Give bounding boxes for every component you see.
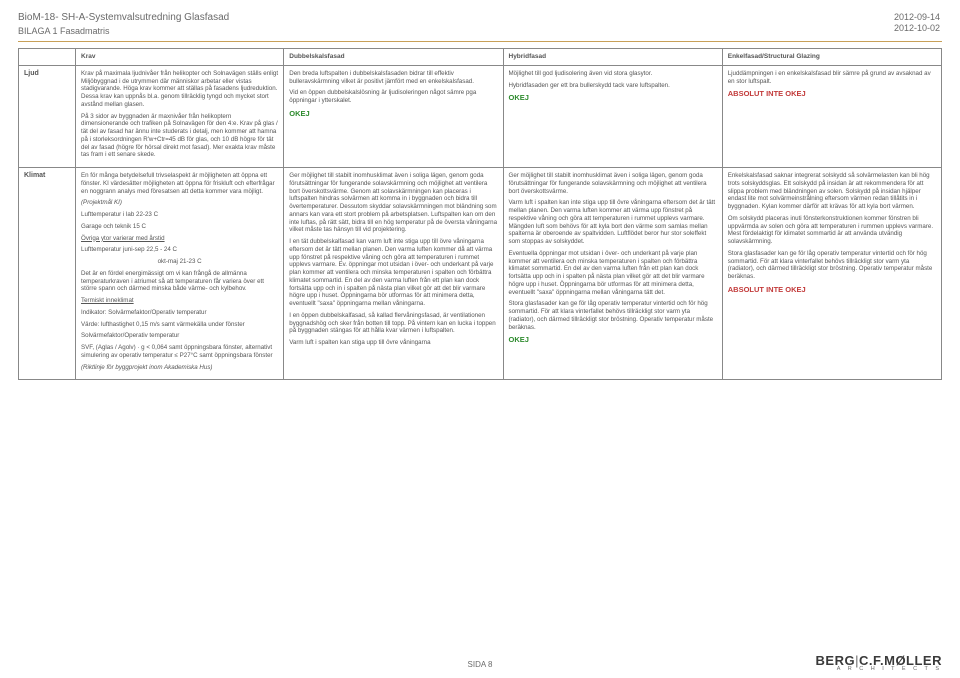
architect-logo: BERG|C.F.MØLLER A R C H I T E C T S [816, 654, 942, 673]
row-klimat-enk: Enkelskalsfasad saknar integrerat solsky… [722, 168, 941, 380]
klimat-enk-p2: Om solskydd placeras inuti fönsterkonstr… [728, 215, 936, 246]
klimat-enk-p3: Stora glasfasader kan ge för låg operati… [728, 250, 936, 281]
klimat-hyb-p2: Varm luft i spalten kan inte stiga upp t… [509, 199, 717, 246]
klimat-krav-p5a: Indikator: Solvärmefaktor/Operativ tempe… [81, 309, 278, 317]
ljud-krav-p2: På 3 sidor av byggnaden är maxnivåer frå… [81, 113, 278, 160]
ljud-krav-p1: Krav på maximala ljudnivåer från helikop… [81, 70, 278, 109]
klimat-krav-p5b: Värde: lufthastighet 0,15 m/s samt värme… [81, 321, 278, 329]
header-rule [18, 41, 942, 42]
klimat-dub-p2: I en tät dubbelskalfasad kan varm luft i… [289, 238, 497, 308]
row-ljud-hyb: Möjlighet till god ljudisolering även vi… [503, 65, 722, 167]
klimat-hyb-p1: Ger möjlighet till stabilt inomhusklimat… [509, 172, 717, 195]
col-dub-header: Dubbelskalsfasad [284, 48, 503, 65]
klimat-krav-p5c: Solvärmefaktor/Operativ temperatur [81, 332, 278, 340]
row-klimat-krav: En för många betydelsefull trivselaspekt… [76, 168, 284, 380]
klimat-krav-p5-label: Termiskt inneklimat [81, 297, 278, 305]
klimat-krav-p3b: okt-maj 21-23 C [81, 258, 278, 266]
col-enk-header: Enkelfasad/Structural Glazing [722, 48, 941, 65]
doc-title: BioM-18- SH-A-Systemvalsutredning Glasfa… [18, 12, 942, 25]
col-hyb-header: Hybridfasad [503, 48, 722, 65]
ljud-dub-p1: Den breda luftspalten i dubbelskalsfasad… [289, 70, 497, 86]
date-1: 2012-09-14 [894, 12, 940, 23]
page: BioM-18- SH-A-Systemvalsutredning Glasfa… [0, 0, 960, 678]
row-ljud-label: Ljud [19, 65, 76, 167]
klimat-hyb-p4: Stora glasfasader kan ge för låg operati… [509, 300, 717, 331]
klimat-hyb-status: OKEJ [509, 335, 717, 344]
ljud-dub-p2: Vid en öppen dubbelskalslösning är ljudi… [289, 89, 497, 105]
table-header-row: Krav Dubbelskalsfasad Hybridfasad Enkelf… [19, 48, 942, 65]
klimat-enk-status: ABSOLUT INTE OKEJ [728, 285, 936, 294]
row-ljud-krav: Krav på maximala ljudnivåer från helikop… [76, 65, 284, 167]
ljud-hyb-p1: Möjlighet till god ljudisolering även vi… [509, 70, 717, 78]
row-ljud-dub: Den breda luftspalten i dubbelskalsfasad… [284, 65, 503, 167]
col-label-header [19, 48, 76, 65]
klimat-krav-p4: Det är en fördel energimässigt om vi kan… [81, 270, 278, 293]
doc-subtitle: BILAGA 1 Fasadmatris [18, 26, 942, 37]
row-klimat-label: Klimat [19, 168, 76, 380]
ljud-hyb-p2: Hybridfasaden ger ett bra bullerskydd ta… [509, 82, 717, 90]
row-klimat-dub: Ger möjlighet till stabilt inomhusklimat… [284, 168, 503, 380]
klimat-krav-p2b: Garage och teknik 15 C [81, 223, 278, 231]
row-ljud-enk: Ljuddämpningen i en enkelskalsfasad blir… [722, 65, 941, 167]
klimat-dub-p3: I en öppen dubbelskalfasad, så kallad fl… [289, 312, 497, 335]
ljud-hyb-status: OKEJ [509, 93, 717, 102]
klimat-dub-p1: Ger möjlighet till stabilt inomhusklimat… [289, 172, 497, 234]
klimat-krav-p1: En för många betydelsefull trivselaspekt… [81, 172, 278, 195]
col-krav-header: Krav [76, 48, 284, 65]
klimat-krav-p3-label: Övriga ytor varierar med årstid [81, 235, 278, 243]
doc-dates: 2012-09-14 2012-10-02 [894, 12, 940, 35]
klimat-krav-p5d: SVF, (Aglas / Agolv) · g < 0,064 samt öp… [81, 344, 278, 360]
facade-matrix-table: Krav Dubbelskalsfasad Hybridfasad Enkelf… [18, 48, 942, 381]
klimat-krav-p2a: Lufttemperatur i lab 22-23 C [81, 211, 278, 219]
ljud-dub-status: OKEJ [289, 109, 497, 118]
klimat-krav-p3a: Lufttemperatur juni-sep 22,5 - 24 C [81, 246, 278, 254]
klimat-enk-p1: Enkelskalsfasad saknar integrerat solsky… [728, 172, 936, 211]
table-row-ljud: Ljud Krav på maximala ljudnivåer från he… [19, 65, 942, 167]
date-2: 2012-10-02 [894, 23, 940, 34]
logo-main: BERG|C.F.MØLLER [816, 654, 942, 667]
klimat-hyb-p3: Eventuella öppningar mot utsidan i över-… [509, 250, 717, 297]
table-row-klimat: Klimat En för många betydelsefull trivse… [19, 168, 942, 380]
klimat-krav-p5e: (Riktlinje för byggprojekt inom Akademis… [81, 364, 278, 372]
klimat-dub-p4: Varm luft i spalten kan stiga upp till ö… [289, 339, 497, 347]
ljud-enk-p1: Ljuddämpningen i en enkelskalsfasad blir… [728, 70, 936, 86]
row-klimat-hyb: Ger möjlighet till stabilt inomhusklimat… [503, 168, 722, 380]
klimat-krav-p1note: (Projektmål KI) [81, 199, 278, 207]
ljud-enk-status: ABSOLUT INTE OKEJ [728, 89, 936, 98]
